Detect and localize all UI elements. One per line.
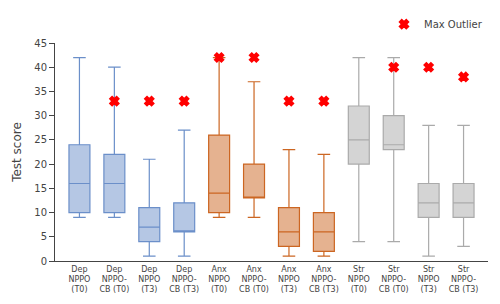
svg-text:AnxNPPO-CB (T0): AnxNPPO-CB (T0) <box>239 265 269 295</box>
svg-text:AnxNPPO(T0): AnxNPPO(T0) <box>208 265 230 295</box>
svg-text:DepNPPO-CB (T3): DepNPPO-CB (T3) <box>169 265 199 295</box>
svg-text:AnxNPPO(T3): AnxNPPO(T3) <box>278 265 300 295</box>
svg-text:40: 40 <box>34 62 47 73</box>
svg-text:0: 0 <box>41 256 47 267</box>
svg-text:StrNPPO-CB (T0): StrNPPO-CB (T0) <box>379 265 409 295</box>
svg-text:35: 35 <box>34 86 47 97</box>
svg-text:45: 45 <box>34 38 47 49</box>
svg-text:15: 15 <box>34 183 47 194</box>
svg-text:AnxNPPO-CB (T3): AnxNPPO-CB (T3) <box>309 265 339 295</box>
svg-text:StrNPPO(T0): StrNPPO(T0) <box>348 265 370 295</box>
svg-text:5: 5 <box>41 231 47 242</box>
svg-text:20: 20 <box>34 159 47 170</box>
svg-text:Test score: Test score <box>10 122 24 183</box>
svg-text:25: 25 <box>34 134 47 145</box>
svg-text:10: 10 <box>34 207 47 218</box>
svg-text:StrNPPO(T3): StrNPPO(T3) <box>418 265 440 295</box>
svg-text:DepNPPO(T0): DepNPPO(T0) <box>68 265 90 295</box>
svg-text:DepNPPO-CB (T0): DepNPPO-CB (T0) <box>99 265 129 295</box>
svg-text:Max Outlier: Max Outlier <box>424 19 483 30</box>
svg-text:30: 30 <box>34 110 47 121</box>
svg-text:DepNPPO(T3): DepNPPO(T3) <box>138 265 160 295</box>
svg-text:StrNPPO-CB (T3): StrNPPO-CB (T3) <box>449 265 479 295</box>
